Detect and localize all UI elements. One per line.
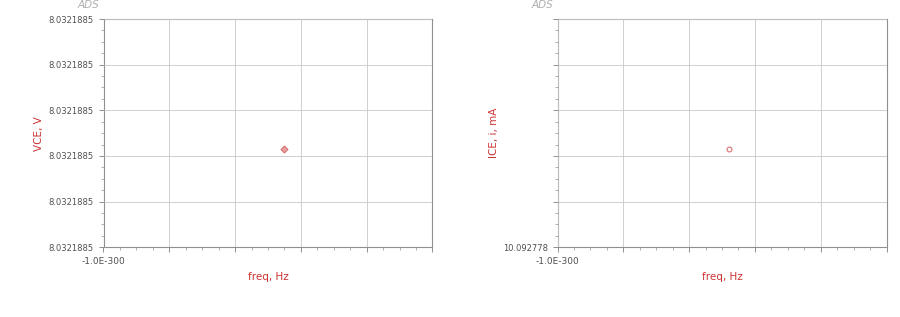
Text: ADS: ADS [531,0,553,10]
X-axis label: freq, Hz: freq, Hz [248,272,288,281]
X-axis label: freq, Hz: freq, Hz [702,272,742,281]
Y-axis label: VCE, V: VCE, V [34,116,44,151]
Y-axis label: ICE, i, mA: ICE, i, mA [489,108,499,158]
Text: ADS: ADS [77,0,99,10]
